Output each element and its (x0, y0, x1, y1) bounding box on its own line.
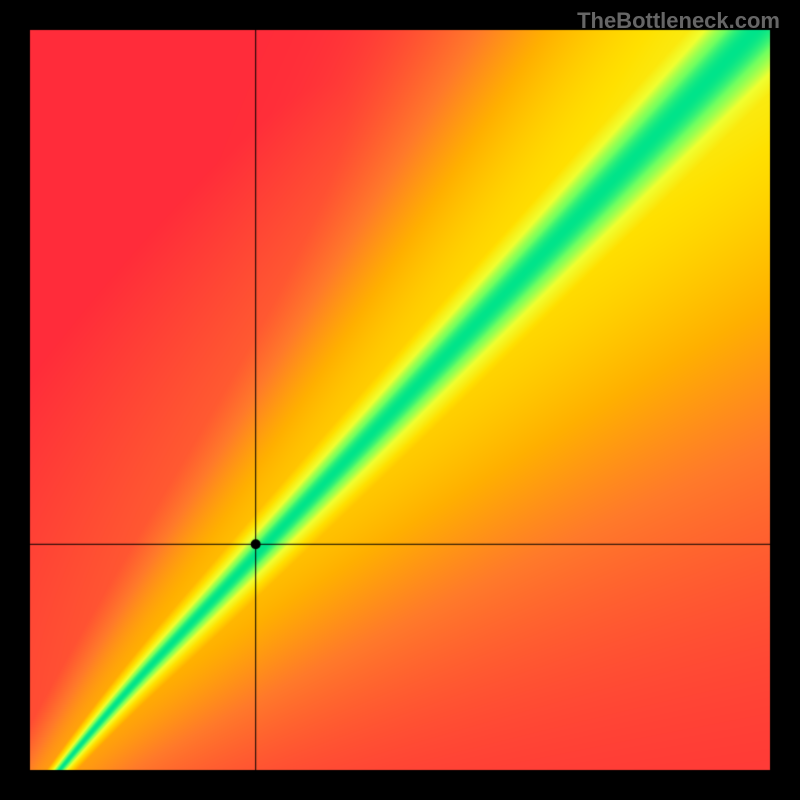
heatmap-canvas (0, 0, 800, 800)
chart-container: TheBottleneck.com (0, 0, 800, 800)
watermark-text: TheBottleneck.com (577, 8, 780, 34)
